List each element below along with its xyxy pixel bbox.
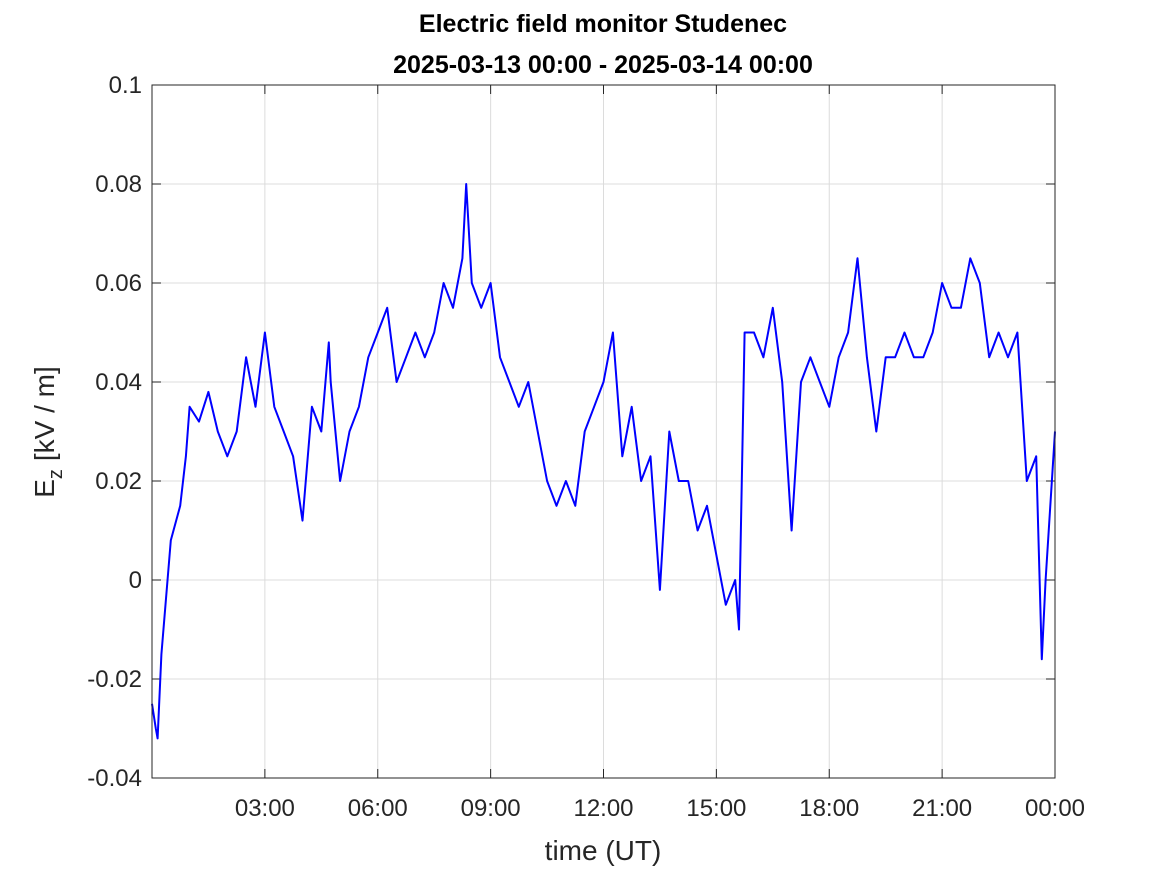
y-tick-label: 0.06: [95, 270, 142, 297]
y-tick-label: 0.1: [109, 72, 142, 99]
x-tick-label: 09:00: [461, 795, 521, 822]
x-tick-label: 12:00: [573, 795, 633, 822]
axes-box: [151, 84, 1056, 779]
y-label-subscript: z: [45, 469, 67, 479]
x-tick-label: 18:00: [799, 795, 859, 822]
y-axis-label: Ez [kV / m]: [29, 366, 67, 498]
x-tick-label: 06:00: [348, 795, 408, 822]
y-tick-label: 0.02: [95, 468, 142, 495]
x-tick-label: 21:00: [912, 795, 972, 822]
y-label-unit: [kV / m]: [29, 366, 60, 461]
y-tick-label: -0.04: [87, 765, 142, 792]
x-tick-label: 15:00: [686, 795, 746, 822]
data-line: [151, 183, 1056, 740]
chart-title: Electric field monitor Studenec: [419, 10, 787, 38]
x-tick-label: 00:00: [1025, 795, 1085, 822]
x-axis-label: time (UT): [545, 835, 662, 866]
y-tick-label: -0.02: [87, 666, 142, 693]
y-tick-label: 0: [129, 567, 142, 594]
y-label-main: E: [29, 479, 60, 498]
x-tick-label: 03:00: [235, 795, 295, 822]
y-tick-label: 0.08: [95, 171, 142, 198]
y-tick-label: 0.04: [95, 369, 142, 396]
chart-subtitle: 2025-03-13 00:00 - 2025-03-14 00:00: [393, 51, 813, 79]
